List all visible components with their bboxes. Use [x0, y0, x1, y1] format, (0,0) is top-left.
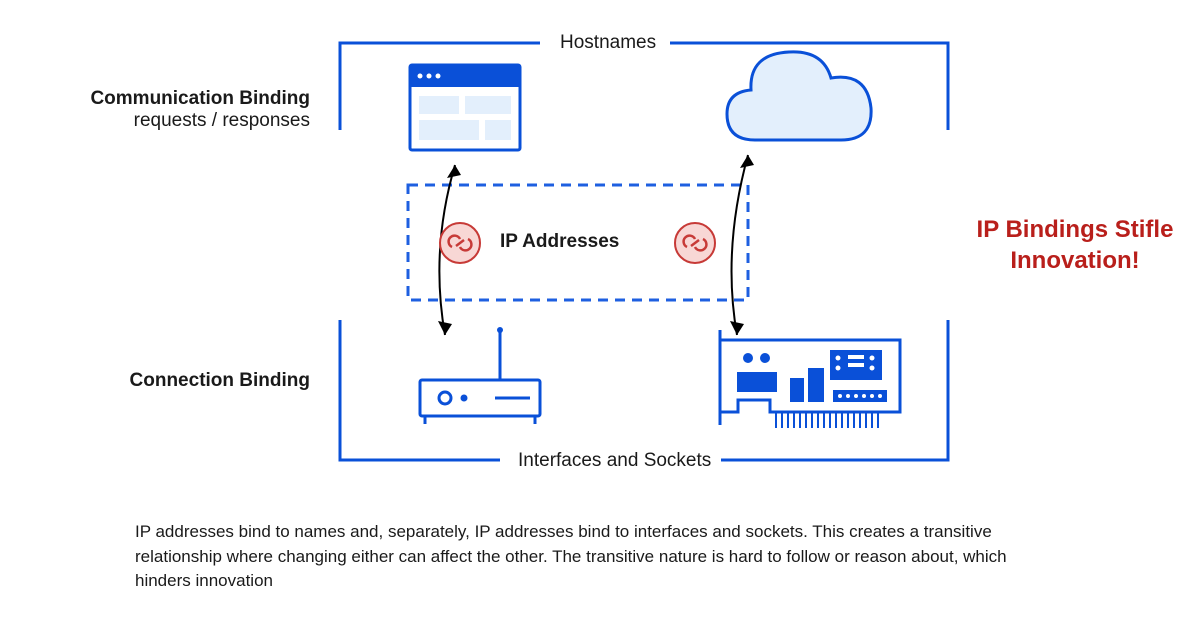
right-binding-arrow — [730, 155, 754, 335]
callout-line1: IP Bindings Stifle — [977, 216, 1174, 243]
communication-binding-title: Communication Binding — [90, 88, 310, 109]
ip-bindings-diagram: Hostnames Interfaces and Sockets IP Addr… — [0, 0, 1200, 638]
network-card-icon — [720, 330, 900, 428]
router-icon — [420, 327, 540, 424]
ip-addresses-label: IP Addresses — [500, 231, 619, 253]
interfaces-label: Interfaces and Sockets — [508, 450, 721, 472]
link-icon-right — [675, 223, 715, 263]
communication-binding-label: Communication Binding requests / respons… — [40, 88, 310, 132]
communication-binding-sub: requests / responses — [134, 110, 310, 131]
callout-line2: Innovation! — [1010, 247, 1139, 274]
cloud-icon — [727, 52, 871, 140]
link-icon-left — [440, 223, 480, 263]
callout: IP Bindings Stifle Innovation! — [965, 214, 1185, 276]
connection-binding-label: Connection Binding — [40, 370, 310, 392]
hostnames-label: Hostnames — [550, 32, 666, 54]
caption-text: IP addresses bind to names and, separate… — [135, 520, 1035, 594]
browser-icon — [410, 65, 520, 150]
